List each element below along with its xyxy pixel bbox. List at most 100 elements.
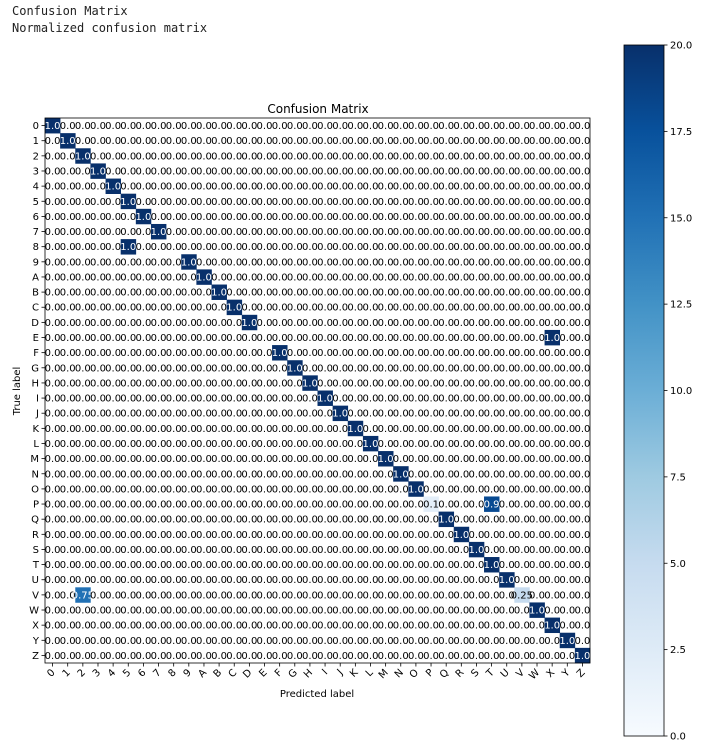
cell-value-label: 0.0 [45,288,61,299]
cell-value-label: 0.0 [453,303,469,314]
cell-value-label: 0.0 [574,242,590,253]
cell-value-label: 0.0 [166,500,182,511]
cell-value-label: 0.0 [257,363,273,374]
cell-value-label: 0.0 [574,318,590,329]
cell-value-label: 0.0 [317,484,333,495]
cell-value-label: 0.0 [514,348,530,359]
cell-value-label: 0.0 [105,363,121,374]
cell-value-label: 1.0 [90,166,106,177]
cell-value-label: 0.0 [302,166,318,177]
cell-value-label: 0.0 [544,378,560,389]
cell-value-label: 0.0 [438,439,454,450]
cell-value-label: 0.0 [484,621,500,632]
colorbar-tick-label: 7.5 [670,472,686,483]
cell-value-label: 0.0 [453,560,469,571]
cell-value-label: 0.0 [75,469,91,480]
cell-value-label: 0.0 [363,272,379,283]
cell-value-label: 0.0 [226,530,242,541]
cell-value-label: 0.0 [514,469,530,480]
cell-value-label: 0.0 [166,212,182,223]
cell-value-label: 0.0 [499,394,515,405]
cell-value-label: 0.0 [257,197,273,208]
cell-value-label: 0.0 [302,575,318,586]
cell-value-label: 0.0 [257,272,273,283]
cell-value-label: 0.0 [120,257,136,268]
cell-value-label: 1.0 [272,348,288,359]
cell-value-label: 0.0 [423,560,439,571]
cell-value-label: 0.0 [529,545,545,556]
cell-value-label: 0.0 [166,636,182,647]
cell-value-label: 0.0 [241,272,257,283]
cell-value-label: 0.0 [45,424,61,435]
cell-value-label: 0.0 [60,151,76,162]
cell-value-label: 1.0 [75,151,91,162]
cell-value-label: 0.0 [241,515,257,526]
cell-value-label: 0.0 [120,212,136,223]
cell-value-label: 0.0 [438,197,454,208]
cell-value-label: 0.0 [529,333,545,344]
cell-value-label: 0.0 [75,424,91,435]
cell-value-label: 0.0 [363,333,379,344]
y-tick-label: N [32,469,39,480]
cell-value-label: 0.0 [75,409,91,420]
cell-value-label: 0.0 [226,378,242,389]
cell-value-label: 0.0 [453,545,469,556]
cell-value-label: 0.0 [211,424,227,435]
cell-value-label: 0.0 [302,121,318,132]
x-tick-label: 4 [106,667,118,679]
y-tick-label: A [32,272,39,283]
cell-value-label: 0.0 [453,484,469,495]
cell-value-label: 0.0 [105,303,121,314]
cell-value-label: 0.0 [181,515,197,526]
cell-value-label: 0.0 [120,590,136,601]
cell-value-label: 0.0 [378,530,394,541]
cell-value-label: 0.0 [378,272,394,283]
y-tick-label: T [32,560,40,571]
cell-value-label: 0.0 [135,333,151,344]
y-tick-label: K [32,424,39,435]
cell-value-label: 0.0 [499,242,515,253]
cell-value-label: 0.0 [241,227,257,238]
cell-value-label: 0.0 [181,606,197,617]
cell-value-label: 0.0 [75,560,91,571]
x-tick-label: L [364,667,376,679]
cell-value-label: 0.0 [469,454,485,465]
y-tick-label: Z [32,651,39,662]
cell-value-label: 0.0 [120,363,136,374]
cell-value-label: 0.0 [181,636,197,647]
cell-value-label: 0.0 [453,166,469,177]
cell-value-label: 0.0 [378,288,394,299]
cell-value-label: 0.0 [60,651,76,662]
cell-value-label: 0.0 [332,363,348,374]
cell-value-label: 0.0 [151,333,167,344]
cell-value-label: 0.0 [438,257,454,268]
cell-value-label: 0.0 [211,500,227,511]
cell-value-label: 0.0 [60,439,76,450]
cell-value-label: 0.0 [438,212,454,223]
cell-value-label: 0.0 [151,197,167,208]
cell-value-label: 0.0 [272,242,288,253]
cell-value-label: 0.0 [272,484,288,495]
cell-value-label: 0.0 [287,242,303,253]
cell-value-label: 0.0 [196,515,212,526]
cell-value-label: 0.0 [60,606,76,617]
cell-value-label: 0.0 [226,242,242,253]
cell-value-label: 0.0 [438,288,454,299]
x-tick-label: 9 [182,667,194,679]
cell-value-label: 0.0 [363,288,379,299]
cell-value-label: 0.0 [45,484,61,495]
heatmap-cell [105,178,121,194]
cell-value-label: 1.0 [302,378,318,389]
cell-value-label: 0.0 [544,454,560,465]
cell-value-label: 0.0 [181,530,197,541]
cell-value-label: 0.0 [317,348,333,359]
cell-value-label: 0.0 [423,333,439,344]
cell-value-label: 0.0 [60,454,76,465]
cell-value-label: 0.0 [453,151,469,162]
cell-value-label: 0.1 [423,500,439,511]
cell-value-label: 0.0 [347,378,363,389]
cell-value-label: 0.0 [529,636,545,647]
cell-value-label: 0.0 [363,560,379,571]
cell-value-label: 0.0 [90,621,106,632]
